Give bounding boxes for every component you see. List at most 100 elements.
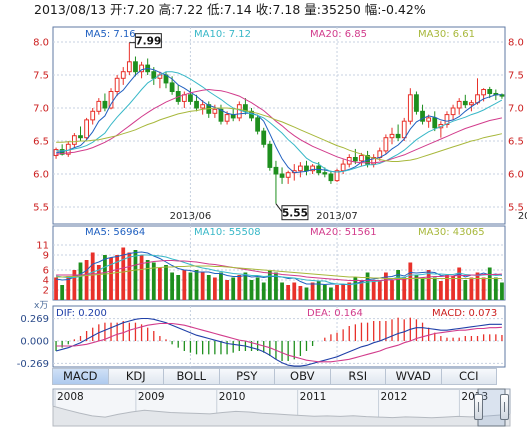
tab-kdj[interactable]: KDJ bbox=[109, 369, 164, 384]
volume-tick: 6 bbox=[43, 266, 49, 277]
macd-tick: 0.269 bbox=[20, 314, 49, 325]
volume-bar bbox=[292, 282, 297, 300]
candle-body bbox=[139, 64, 144, 73]
candle-body bbox=[383, 137, 389, 152]
volume-bar bbox=[316, 281, 321, 300]
quote-date: 2013/08/13 bbox=[34, 2, 106, 17]
tab-rsi[interactable]: RSI bbox=[331, 369, 386, 384]
ma20-legend: MA20: 6.85 bbox=[310, 29, 367, 40]
candle-body bbox=[481, 89, 487, 96]
open-price: 7.20 bbox=[127, 2, 155, 17]
volume-bar bbox=[310, 282, 315, 300]
volume-tick: 9 bbox=[43, 251, 49, 262]
volume-bar bbox=[414, 275, 419, 300]
volume-bar bbox=[438, 281, 443, 300]
extreme-price-label: 7.99 bbox=[135, 36, 161, 48]
price-ma5-line bbox=[55, 67, 502, 174]
price-ma10-line bbox=[56, 71, 503, 173]
candle-body bbox=[243, 104, 248, 112]
vol-ma10-legend: MA10: 55508 bbox=[194, 227, 261, 238]
volume-bar bbox=[109, 257, 113, 300]
tab-cci[interactable]: CCI bbox=[459, 369, 479, 383]
candle-body bbox=[267, 143, 273, 168]
volume-bar bbox=[243, 272, 248, 300]
candle-body bbox=[450, 107, 456, 116]
price-tick-left: 8.0 bbox=[33, 38, 49, 49]
volume-bar bbox=[90, 252, 95, 300]
candle-body bbox=[310, 165, 315, 172]
volume-bar bbox=[383, 272, 388, 300]
navigator-year-label: 2009 bbox=[138, 391, 165, 403]
candle-body bbox=[273, 166, 279, 175]
candle-body bbox=[462, 100, 468, 106]
candle-body bbox=[414, 94, 419, 112]
navigator-right-handle[interactable] bbox=[500, 394, 509, 420]
volume-bar bbox=[78, 262, 83, 300]
volume-bar bbox=[127, 252, 132, 300]
volume-bar bbox=[365, 272, 370, 300]
volume-bar bbox=[377, 280, 382, 300]
navigator-year-label: 2008 bbox=[57, 391, 84, 403]
volume-bar bbox=[249, 280, 254, 300]
tab-psy[interactable]: PSY bbox=[220, 369, 275, 384]
price-tick-left: 7.5 bbox=[33, 71, 49, 82]
candle-body bbox=[212, 108, 218, 114]
navigator-year-label: 2011 bbox=[300, 391, 327, 403]
price-tick-right: 7.5 bbox=[508, 71, 524, 82]
date-tick-label: 2013/06 bbox=[170, 211, 212, 222]
extreme-label-box bbox=[281, 205, 309, 221]
volume-bar bbox=[481, 277, 486, 300]
price-ma30-line bbox=[56, 107, 503, 162]
price-tick-left: 6.0 bbox=[33, 170, 49, 181]
volume-bar bbox=[493, 277, 498, 300]
candle-body bbox=[432, 117, 438, 129]
candle-body bbox=[71, 135, 77, 145]
candle-body bbox=[169, 82, 175, 92]
ma5-legend: MA5: 7.16 bbox=[85, 29, 136, 40]
dea-legend: DEA: 0.164 bbox=[307, 308, 363, 319]
volume-bar bbox=[200, 272, 205, 300]
candle-body bbox=[401, 120, 407, 139]
candle-body bbox=[322, 172, 328, 175]
candle-body bbox=[188, 94, 193, 102]
volume-bar bbox=[170, 272, 175, 300]
candle-body bbox=[84, 119, 89, 139]
candle-body bbox=[114, 77, 120, 93]
candle-body bbox=[487, 89, 493, 94]
candle-body bbox=[328, 173, 334, 182]
macd-legend: DIF: 0.200 DEA: 0.164 MACD: 0.073 bbox=[56, 308, 497, 319]
price-tick-right: 5.5 bbox=[508, 203, 524, 214]
navigator-panel[interactable]: 200820092010201120122013 bbox=[52, 388, 511, 427]
candle-body bbox=[96, 100, 102, 112]
tab-boll[interactable]: BOLL bbox=[164, 369, 220, 384]
volume-bar bbox=[145, 260, 150, 300]
volume-bar bbox=[103, 255, 107, 300]
price-tick-right: 7.0 bbox=[508, 104, 524, 115]
volume-legend: MA5: 56964 MA10: 55508 MA20: 51561 MA30:… bbox=[34, 227, 485, 311]
candle-body bbox=[285, 172, 291, 178]
candle-body bbox=[151, 71, 157, 79]
volume-bar bbox=[451, 276, 455, 300]
candle-body bbox=[224, 114, 230, 122]
candle-body bbox=[90, 110, 96, 121]
volume-bar bbox=[72, 270, 77, 300]
macd-tick: -0.269 bbox=[17, 359, 49, 370]
candle-body bbox=[120, 71, 126, 79]
volume-bar bbox=[176, 275, 181, 300]
tab-wvad[interactable]: WVAD bbox=[386, 369, 442, 384]
volume-bar bbox=[487, 267, 492, 300]
volume-bar bbox=[304, 287, 309, 300]
candle-body bbox=[102, 100, 108, 109]
navigator-left-handle[interactable] bbox=[474, 394, 483, 420]
low-price: 7.14 bbox=[224, 2, 252, 17]
volume-bar bbox=[96, 265, 101, 300]
candle-body bbox=[389, 133, 395, 139]
tab-macd[interactable]: MACD bbox=[53, 369, 109, 384]
price-tick-left: 6.5 bbox=[33, 137, 49, 148]
volume-bar bbox=[396, 270, 401, 300]
vol-ma5-legend: MA5: 56964 bbox=[85, 227, 145, 238]
volume-bar bbox=[261, 282, 266, 300]
volume-tick: 2 bbox=[43, 286, 49, 297]
navigator-area bbox=[52, 405, 511, 427]
tab-obv[interactable]: OBV bbox=[275, 369, 331, 384]
